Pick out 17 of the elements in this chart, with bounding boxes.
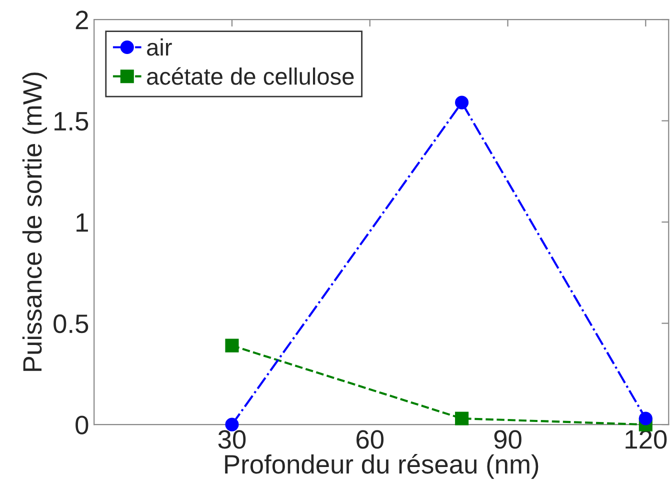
point (638, 412, 652, 426)
y-tick-label: 1 (76, 213, 88, 232)
x-tick-label: 60 (356, 430, 384, 449)
legend-label: acétate de cellulose (147, 67, 354, 85)
legend-label: air (147, 38, 172, 56)
y-tick-label: 1.5 (54, 112, 88, 131)
point (225, 338, 239, 352)
point (455, 412, 469, 426)
x-tick-label: 30 (218, 430, 246, 449)
y-tick-label: 0 (76, 416, 88, 434)
y-tick-label: 2 (76, 10, 88, 30)
x-tick-label: 120 (626, 430, 667, 449)
y-tick-label: 0.5 (54, 314, 88, 334)
x-tick-label: 90 (494, 430, 522, 449)
x-axis-title: Profondeur du réseau (nm) (225, 454, 538, 479)
point (455, 96, 469, 110)
y-axis-title: Puissance de sortie (mW) (22, 72, 47, 371)
